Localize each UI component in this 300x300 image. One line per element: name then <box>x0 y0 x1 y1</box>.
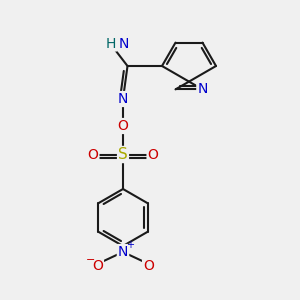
Text: H: H <box>106 37 116 50</box>
Text: N: N <box>118 245 128 259</box>
Text: N: N <box>118 92 128 106</box>
Text: O: O <box>118 119 128 133</box>
Text: −: − <box>86 255 96 265</box>
Text: N: N <box>118 37 129 50</box>
Text: O: O <box>148 148 158 161</box>
Text: +: + <box>126 240 134 250</box>
Text: S: S <box>118 147 128 162</box>
Text: O: O <box>92 259 103 272</box>
Text: N: N <box>197 82 208 96</box>
Text: O: O <box>143 259 154 272</box>
Text: O: O <box>88 148 98 161</box>
